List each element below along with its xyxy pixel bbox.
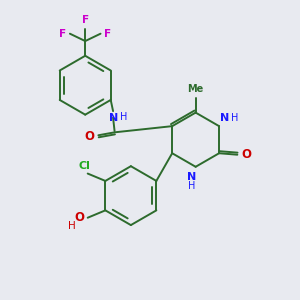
Text: Cl: Cl [79,160,91,171]
Text: N: N [220,112,229,123]
Text: H: H [120,112,127,122]
Text: O: O [242,148,252,161]
Text: H: H [188,181,196,191]
Text: F: F [82,15,89,25]
Text: O: O [84,130,94,143]
Text: N: N [188,172,197,182]
Text: O: O [74,211,84,224]
Text: F: F [104,29,111,39]
Text: H: H [231,112,238,123]
Text: F: F [59,29,66,39]
Text: Me: Me [188,84,204,94]
Text: N: N [109,113,118,123]
Text: H: H [68,221,75,231]
